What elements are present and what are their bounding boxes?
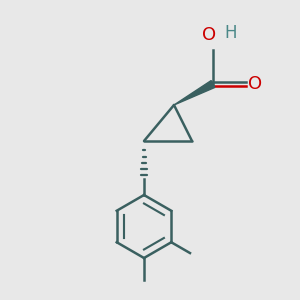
- Text: O: O: [202, 26, 216, 44]
- Polygon shape: [174, 81, 215, 105]
- Text: O: O: [248, 75, 262, 93]
- Text: H: H: [224, 24, 237, 42]
